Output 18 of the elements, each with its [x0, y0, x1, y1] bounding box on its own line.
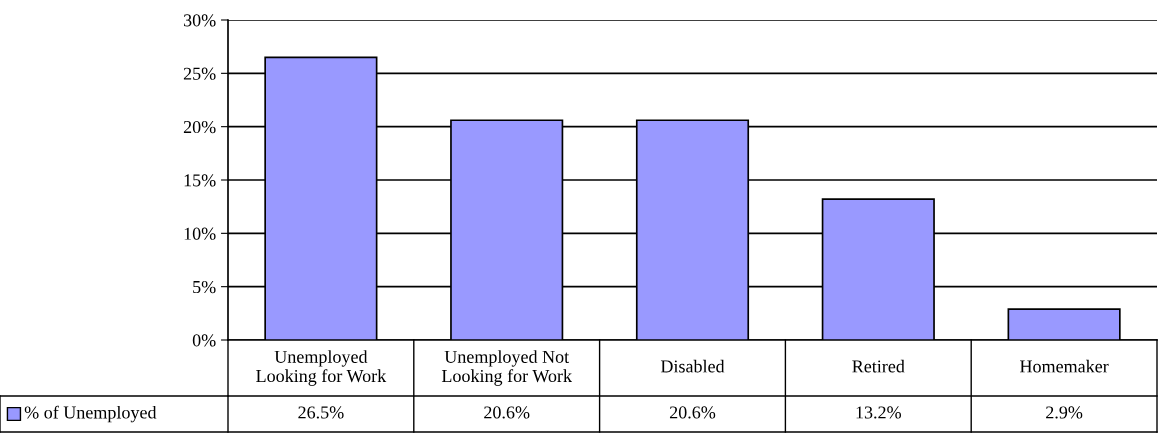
x-tick-label: Retired: [852, 359, 905, 373]
data-label: 13.2%: [856, 406, 901, 419]
data-label: 2.9%: [1046, 406, 1083, 419]
y-tick-label: 0%: [192, 334, 216, 347]
x-tick-label: Unemployed Not Looking for Work: [441, 350, 573, 386]
data-label: 26.5%: [298, 406, 344, 419]
y-tick-label: 30%: [183, 14, 216, 27]
data-label: 20.6%: [484, 406, 530, 419]
y-tick-label: 25%: [183, 67, 216, 80]
x-tick-label: Disabled: [660, 359, 725, 373]
y-tick-label: 15%: [184, 174, 216, 187]
y-tick-label: 10%: [184, 227, 216, 240]
x-tick-label: Unemployed Looking for Work: [256, 350, 387, 386]
y-tick-label: 20%: [183, 120, 216, 134]
legend-label: % of Unemployed: [24, 405, 157, 423]
data-label: 20.6%: [669, 406, 716, 419]
x-tick-label: Homemaker: [1020, 359, 1109, 373]
y-tick-label: 5%: [193, 280, 216, 294]
